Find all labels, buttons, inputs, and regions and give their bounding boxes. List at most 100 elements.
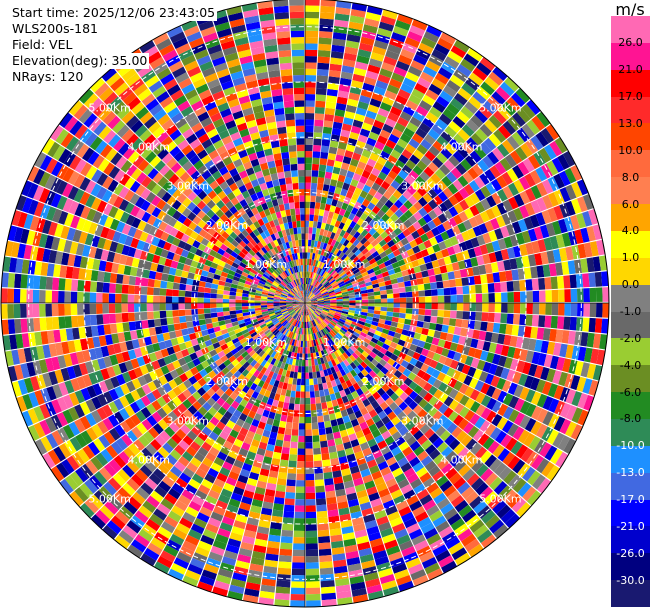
velocity-gate [114,535,131,549]
velocity-gate [254,310,262,314]
velocity-gate [392,288,400,294]
velocity-gate [320,336,326,344]
velocity-gate [195,546,210,558]
velocity-gate [412,245,421,254]
velocity-gate [348,184,357,193]
velocity-gate [310,306,316,311]
velocity-gate [386,239,396,248]
velocity-gate [235,295,242,300]
velocity-gate [421,182,432,193]
velocity-gate [357,364,365,372]
velocity-gate [399,297,407,303]
velocity-gate [569,316,577,331]
velocity-gate [213,505,226,516]
velocity-gate [183,379,193,389]
velocity-gate [133,248,143,259]
velocity-gate [235,309,243,314]
velocity-gate [469,413,481,426]
velocity-gate [301,359,305,367]
velocity-gate [415,511,429,523]
velocity-gate [302,309,305,316]
velocity-gate [348,21,364,31]
velocity-gate [243,344,251,351]
velocity-gate [273,296,281,300]
velocity-gate [468,72,484,86]
velocity-gate [594,271,603,287]
velocity-gate [347,137,358,147]
velocity-gate [144,477,158,491]
velocity-gate [437,191,449,202]
velocity-gate [460,434,473,447]
velocity-gate [385,284,393,290]
velocity-gate [577,409,589,426]
velocity-gate [434,168,446,180]
velocity-gate [229,584,245,595]
velocity-gate [462,171,474,184]
velocity-gate [341,382,349,390]
velocity-gate [427,329,436,337]
velocity-gate [400,132,412,144]
velocity-gate [323,349,329,357]
velocity-gate [85,194,96,208]
velocity-gate [271,344,278,351]
velocity-gate [468,180,480,192]
velocity-gate [208,267,217,274]
velocity-gate [458,383,469,395]
velocity-gate [431,259,440,269]
velocity-gate [366,354,374,363]
velocity-gate [441,560,457,574]
velocity-gate [577,393,589,409]
velocity-gate [570,424,583,441]
velocity-gate [285,357,291,365]
velocity-gate [468,96,483,110]
velocity-gate [327,324,334,330]
velocity-gate [82,445,95,460]
velocity-gate [327,509,339,518]
velocity-gate [248,300,255,303]
velocity-gate [473,524,489,539]
velocity-gate [322,216,328,224]
velocity-gate [268,312,276,317]
velocity-gate [197,540,212,552]
velocity-gate [181,197,192,208]
velocity-gate [396,13,413,25]
velocity-gate [453,351,462,362]
velocity-gate [274,310,282,315]
velocity-gate [289,454,298,462]
velocity-gate [568,359,578,375]
velocity-gate [512,112,526,127]
velocity-gate [335,578,350,587]
velocity-gate [261,293,268,298]
velocity-gate [311,422,319,430]
velocity-gate [399,382,409,392]
velocity-gate [254,486,266,496]
velocity-gate [287,324,293,331]
velocity-gate [150,335,159,344]
velocity-gate [474,380,485,392]
velocity-gate [305,113,315,120]
velocity-gate [437,213,448,224]
velocity-gate [202,500,215,512]
velocity-gate [505,437,518,452]
velocity-gate [136,422,148,435]
velocity-gate [358,495,370,505]
velocity-gate [312,312,317,319]
velocity-gate [409,500,423,512]
velocity-gate [347,312,355,316]
velocity-gate [480,198,491,211]
velocity-gate [318,344,324,352]
velocity-gate [233,486,245,496]
velocity-gate [482,341,491,352]
velocity-gate [551,303,559,316]
velocity-gate [314,345,319,353]
velocity-gate [305,518,317,525]
velocity-gate [307,284,310,291]
velocity-gate [305,258,308,266]
velocity-gate [173,220,183,231]
velocity-gate [400,48,415,60]
velocity-gate [403,219,413,229]
velocity-gate [330,305,337,308]
velocity-gate [52,384,63,399]
velocity-gate [309,321,312,328]
velocity-gate [391,72,405,83]
